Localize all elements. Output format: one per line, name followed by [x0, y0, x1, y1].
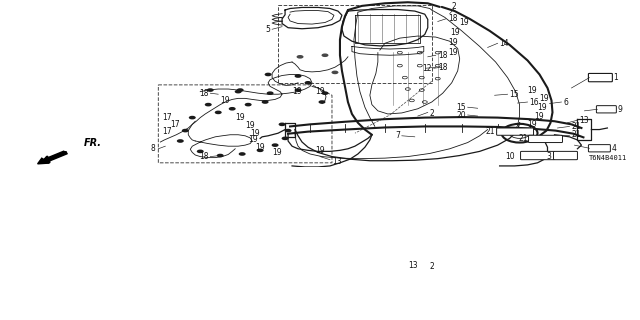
Text: 10: 10	[505, 152, 515, 161]
Circle shape	[177, 139, 184, 143]
Circle shape	[205, 103, 212, 107]
Circle shape	[235, 90, 242, 93]
Circle shape	[257, 148, 264, 152]
Text: 21: 21	[485, 127, 495, 136]
Circle shape	[267, 92, 274, 95]
Text: 12: 12	[422, 64, 432, 73]
Text: 19: 19	[220, 96, 230, 105]
Text: 18: 18	[199, 152, 208, 161]
Circle shape	[332, 71, 339, 74]
Circle shape	[294, 74, 301, 78]
Text: 19: 19	[315, 146, 324, 155]
Text: 19: 19	[250, 129, 260, 138]
Text: 13: 13	[332, 157, 342, 166]
Text: 17: 17	[163, 127, 172, 136]
Circle shape	[321, 92, 328, 95]
Text: 18: 18	[438, 51, 447, 60]
Text: 19: 19	[292, 87, 301, 96]
Circle shape	[196, 149, 204, 153]
Text: 1: 1	[613, 73, 618, 82]
Text: 19: 19	[448, 38, 458, 47]
Text: 18: 18	[438, 63, 447, 72]
FancyBboxPatch shape	[497, 128, 534, 135]
Circle shape	[321, 53, 328, 57]
Text: 13: 13	[579, 116, 589, 125]
Circle shape	[207, 88, 214, 92]
Circle shape	[182, 129, 189, 132]
Text: 8: 8	[150, 144, 156, 153]
Text: 5: 5	[265, 25, 270, 34]
Text: 19: 19	[540, 94, 549, 103]
Text: T6N4B4011: T6N4B4011	[589, 155, 627, 161]
Text: 19: 19	[448, 48, 458, 57]
FancyBboxPatch shape	[588, 145, 611, 152]
Circle shape	[278, 123, 285, 126]
Text: 19: 19	[527, 120, 537, 129]
Text: 9: 9	[618, 105, 622, 114]
Text: 17: 17	[171, 120, 180, 129]
Text: 3: 3	[547, 152, 552, 161]
Circle shape	[189, 116, 196, 119]
Text: 19: 19	[315, 87, 324, 96]
Circle shape	[282, 137, 289, 140]
FancyArrow shape	[38, 151, 67, 164]
Circle shape	[305, 81, 312, 84]
Text: 19: 19	[450, 28, 460, 37]
Circle shape	[217, 154, 224, 157]
Circle shape	[228, 107, 236, 111]
FancyBboxPatch shape	[588, 73, 612, 82]
Text: 16: 16	[529, 98, 539, 107]
Circle shape	[264, 73, 271, 76]
Text: 21: 21	[518, 134, 527, 143]
Text: 2: 2	[430, 262, 435, 271]
Circle shape	[215, 111, 221, 114]
Text: 6: 6	[563, 98, 568, 107]
Text: 13: 13	[408, 261, 417, 270]
Text: 15: 15	[456, 103, 466, 112]
Text: FR.: FR.	[83, 138, 102, 148]
Text: 19: 19	[272, 148, 282, 157]
FancyBboxPatch shape	[529, 135, 563, 142]
Text: 2: 2	[451, 3, 456, 12]
Circle shape	[239, 152, 246, 156]
Text: 18: 18	[199, 89, 208, 98]
Text: 18: 18	[448, 14, 457, 23]
Circle shape	[319, 100, 326, 104]
Text: 19: 19	[538, 103, 547, 112]
Circle shape	[271, 143, 278, 147]
Circle shape	[244, 103, 252, 107]
Text: 7: 7	[395, 131, 400, 140]
Circle shape	[237, 88, 244, 92]
Text: 19: 19	[527, 85, 537, 95]
Text: 19: 19	[245, 121, 255, 130]
Text: 19: 19	[248, 135, 258, 144]
Text: 15: 15	[509, 90, 519, 99]
FancyBboxPatch shape	[596, 106, 616, 113]
Text: 14: 14	[500, 39, 509, 48]
Circle shape	[285, 129, 292, 132]
Text: 19: 19	[534, 112, 544, 121]
Text: 19: 19	[460, 18, 469, 27]
Text: 19: 19	[235, 113, 245, 122]
Text: 21: 21	[572, 122, 581, 131]
Text: 21: 21	[572, 130, 581, 139]
Text: 19: 19	[255, 143, 265, 152]
FancyBboxPatch shape	[554, 151, 577, 160]
Text: 2: 2	[430, 109, 435, 118]
Text: 17: 17	[163, 113, 172, 122]
Circle shape	[294, 88, 301, 92]
Text: 4: 4	[611, 144, 616, 153]
Circle shape	[296, 55, 303, 59]
Circle shape	[262, 100, 269, 104]
FancyBboxPatch shape	[520, 151, 554, 160]
Text: 20: 20	[456, 110, 466, 119]
